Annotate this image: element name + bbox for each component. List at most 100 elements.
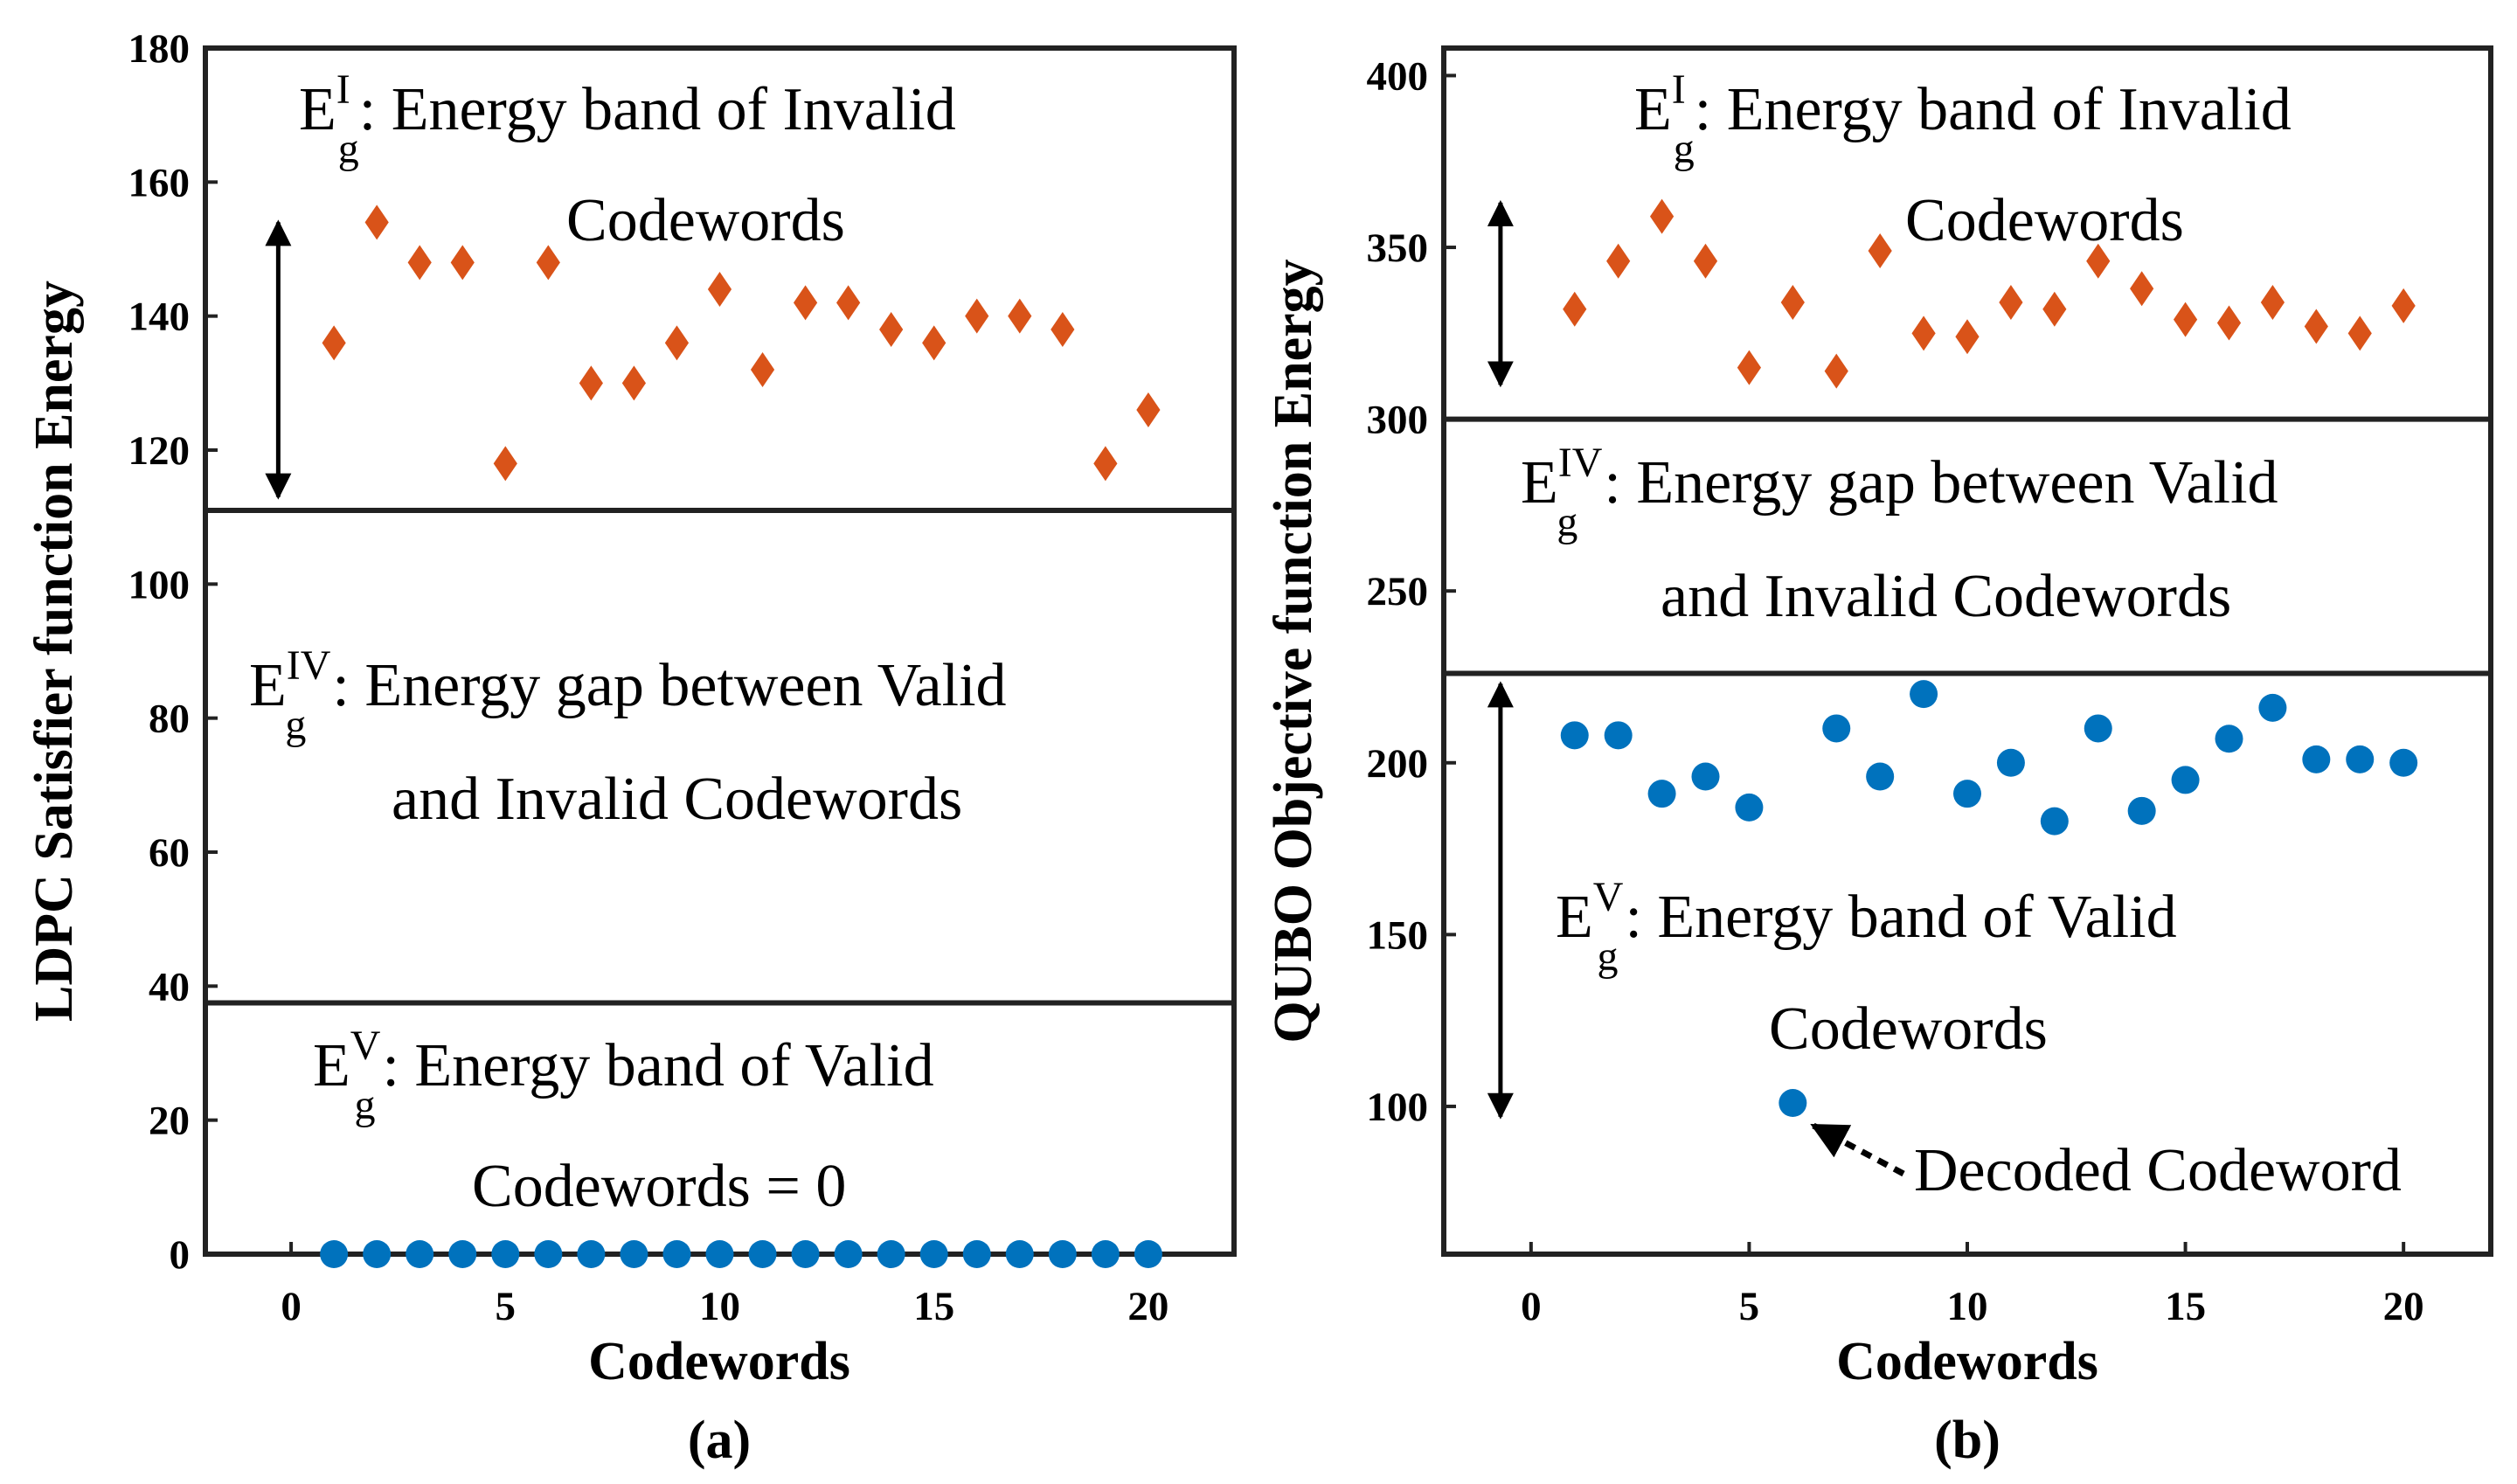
x-tick-label: 15 xyxy=(913,1284,954,1329)
x-axis-ticks-b: 0 5 10 15 20 xyxy=(1521,1242,2424,1329)
invalid-codeword-point xyxy=(1649,198,1675,234)
panel-label-a: (a) xyxy=(688,1411,751,1470)
y-tick-label: 250 xyxy=(1367,569,1429,614)
x-tick-label: 10 xyxy=(1947,1284,1988,1329)
invalid-codeword-point xyxy=(2304,309,2328,344)
x-tick-label: 15 xyxy=(2165,1284,2206,1329)
annotation-invalid-band-a-line2: Codewords xyxy=(566,187,845,254)
x-tick-label: 0 xyxy=(1521,1284,1542,1329)
x-tick-label: 5 xyxy=(496,1284,517,1329)
invalid-codeword-point xyxy=(1737,350,1762,385)
valid-codeword-point xyxy=(834,1240,863,1268)
annotation-valid-band-b: EV g: Energy band of Valid xyxy=(1556,874,2177,980)
invalid-codeword-point xyxy=(1136,392,1161,427)
y-tick-label: 200 xyxy=(1367,741,1429,787)
annotation-invalid-band-a: EI g: Energy band of Invalid xyxy=(299,66,956,172)
valid-codeword-point xyxy=(2040,807,2069,836)
valid-codeword-point xyxy=(1735,793,1764,822)
y-tick-label: 100 xyxy=(128,562,191,607)
invalid-codeword-point xyxy=(2391,288,2416,323)
invalid-codeword-point xyxy=(750,352,775,387)
invalid-codeword-point xyxy=(621,365,647,401)
points-a xyxy=(320,205,1162,1268)
valid-codeword-point xyxy=(491,1240,520,1268)
y-tick-label: 100 xyxy=(1367,1085,1429,1130)
valid-codeword-point xyxy=(1134,1240,1162,1268)
y-tick-label: 0 xyxy=(170,1232,191,1278)
valid-codeword-point xyxy=(962,1240,991,1268)
y-tick-label: 80 xyxy=(149,697,190,742)
invalid-codeword-point xyxy=(1563,291,1587,327)
invalid-codeword-point xyxy=(2042,291,2067,327)
y-tick-label: 350 xyxy=(1367,225,1429,271)
valid-codeword-point xyxy=(1647,780,1676,808)
invalid-codeword-point xyxy=(536,245,560,281)
valid-codeword-point xyxy=(577,1240,606,1268)
valid-codeword-point xyxy=(320,1240,349,1268)
x-tick-label: 0 xyxy=(281,1284,302,1329)
annotation-valid-band-a: EV g: Energy band of Valid xyxy=(313,1023,934,1128)
invalid-codeword-point xyxy=(450,245,475,281)
invalid-codeword-point xyxy=(2347,316,2372,351)
x-axis-label-a: Codewords xyxy=(588,1332,850,1391)
x-tick-label: 20 xyxy=(1127,1284,1168,1329)
panel-label-b: (b) xyxy=(1934,1411,2000,1470)
valid-codeword-point xyxy=(1910,680,1938,709)
invalid-codeword-point xyxy=(579,365,603,401)
valid-codeword-point xyxy=(705,1240,734,1268)
y-tick-label: 60 xyxy=(149,830,190,876)
valid-codeword-point xyxy=(2258,693,2287,722)
band-lines-a xyxy=(205,508,1234,1006)
annotation-invalid-band-b: EI g: Energy band of Invalid xyxy=(1634,66,2292,172)
y-tick-label: 120 xyxy=(128,428,191,474)
y-tick-label: 140 xyxy=(128,295,191,340)
invalid-codeword-point xyxy=(1824,353,1848,389)
y-axis-label-b: QUBO Objective function Energy xyxy=(1264,259,1323,1043)
invalid-codeword-point xyxy=(879,312,904,347)
invalid-codeword-point xyxy=(2086,243,2111,279)
invalid-codeword-point xyxy=(1093,446,1118,482)
invalid-codeword-point xyxy=(793,285,818,321)
x-tick-label: 5 xyxy=(1739,1284,1760,1329)
invalid-codeword-point xyxy=(1050,312,1075,347)
band-lines-b xyxy=(1444,416,2491,676)
points-b xyxy=(1560,198,2418,1118)
annotation-invalid-band-b-line2: Codewords xyxy=(1905,187,2184,254)
valid-codeword-point xyxy=(1779,1089,1807,1118)
annotation-gap-a: EIV g: Energy gap between Valid xyxy=(249,642,1007,748)
invalid-codeword-point xyxy=(1955,319,1980,355)
annotation-gap-b-line2: and Invalid Codewords xyxy=(1661,563,2231,630)
invalid-codeword-point xyxy=(407,245,432,281)
y-tick-label: 400 xyxy=(1367,53,1429,99)
invalid-codeword-point xyxy=(707,272,732,307)
valid-codeword-point xyxy=(877,1240,905,1268)
valid-codeword-point xyxy=(1604,721,1633,750)
invalid-codeword-point xyxy=(664,325,690,361)
y-tick-label: 150 xyxy=(1367,912,1429,958)
valid-codeword-point xyxy=(406,1240,434,1268)
valid-codeword-point xyxy=(1953,780,1981,808)
valid-codeword-point xyxy=(2127,796,2156,825)
valid-codeword-point xyxy=(448,1240,477,1268)
invalid-codeword-point xyxy=(2173,302,2198,337)
annotation-gap-a-line2: and Invalid Codewords xyxy=(392,766,962,833)
invalid-codeword-point xyxy=(922,325,946,361)
valid-codeword-point xyxy=(1822,714,1851,743)
valid-codeword-point xyxy=(1048,1240,1077,1268)
chart-b: 100 150 200 250 300 350 400 0 5 10 15 20 EI g: Ener… xyxy=(1264,45,2493,1470)
invalid-codeword-point xyxy=(364,205,389,240)
y-axis-label-a: LDPC Satisfier function Energy xyxy=(24,281,84,1022)
y-tick-label: 180 xyxy=(128,26,191,72)
invalid-codeword-point xyxy=(836,285,861,321)
invalid-codeword-point xyxy=(2130,271,2154,307)
x-tick-label: 20 xyxy=(2383,1284,2424,1329)
invalid-codeword-point xyxy=(1999,284,2023,320)
valid-codeword-point xyxy=(2346,745,2375,773)
invalid-codeword-point xyxy=(1780,284,1805,320)
y-tick-label: 300 xyxy=(1367,398,1429,443)
y-tick-label: 40 xyxy=(149,964,190,1009)
plot-frame-a xyxy=(203,45,1237,1257)
valid-codeword-point xyxy=(1560,721,1589,750)
valid-codeword-point xyxy=(2171,766,2200,794)
